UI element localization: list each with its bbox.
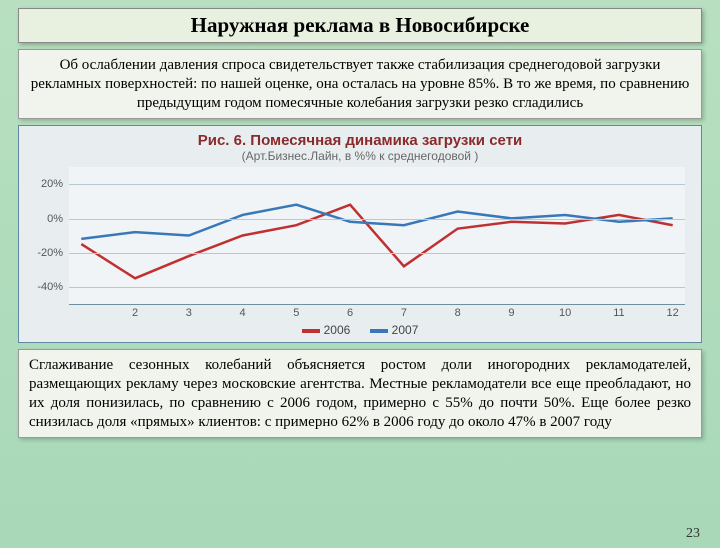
x-tick-label: 2 (132, 307, 138, 319)
chart-x-labels: 2 3 4 5 6 7 8 9 10 11 12 (69, 305, 685, 321)
x-tick-label: 7 (401, 307, 407, 319)
legend-label-2007: 2007 (392, 323, 419, 337)
outro-text-block: Сглаживание сезонных колебаний объясняет… (18, 349, 702, 438)
x-tick-label: 4 (240, 307, 246, 319)
x-tick-label: 9 (508, 307, 514, 319)
intro-text-block: Об ослаблении давления спроса свидетельс… (18, 49, 702, 119)
chart-plot-area: -40%-20%0%20% (69, 167, 685, 305)
x-tick-label: 11 (613, 307, 624, 319)
legend-label-2006: 2006 (324, 323, 351, 337)
chart-legend: 2006 2007 (27, 323, 693, 337)
chart-subtitle: (Арт.Бизнес.Лайн, в %% к среднегодовой ) (27, 149, 693, 163)
legend-swatch-2006 (302, 329, 320, 333)
x-tick-label: 8 (455, 307, 461, 319)
chart-container: Рис. 6. Помесячная динамика загрузки сет… (18, 125, 702, 343)
outro-text: Сглаживание сезонных колебаний объясняет… (29, 356, 691, 431)
chart-lines-svg (69, 167, 685, 304)
y-tick-label: -40% (29, 281, 63, 293)
page-title: Наружная реклама в Новосибирске (29, 13, 691, 38)
legend-item-2007: 2007 (370, 323, 419, 337)
page-title-bar: Наружная реклама в Новосибирске (18, 8, 702, 43)
x-tick-label: 6 (347, 307, 353, 319)
y-tick-label: 20% (29, 178, 63, 190)
x-tick-label: 10 (559, 307, 571, 319)
x-tick-label: 12 (667, 307, 679, 319)
y-tick-label: 0% (29, 213, 63, 225)
legend-swatch-2007 (370, 329, 388, 333)
series-line-2006 (81, 205, 672, 279)
intro-text: Об ослаблении давления спроса свидетельс… (29, 56, 691, 112)
chart-title: Рис. 6. Помесячная динамика загрузки сет… (27, 132, 693, 149)
x-tick-label: 5 (293, 307, 299, 319)
legend-item-2006: 2006 (302, 323, 351, 337)
x-tick-label: 3 (186, 307, 192, 319)
y-tick-label: -20% (29, 247, 63, 259)
